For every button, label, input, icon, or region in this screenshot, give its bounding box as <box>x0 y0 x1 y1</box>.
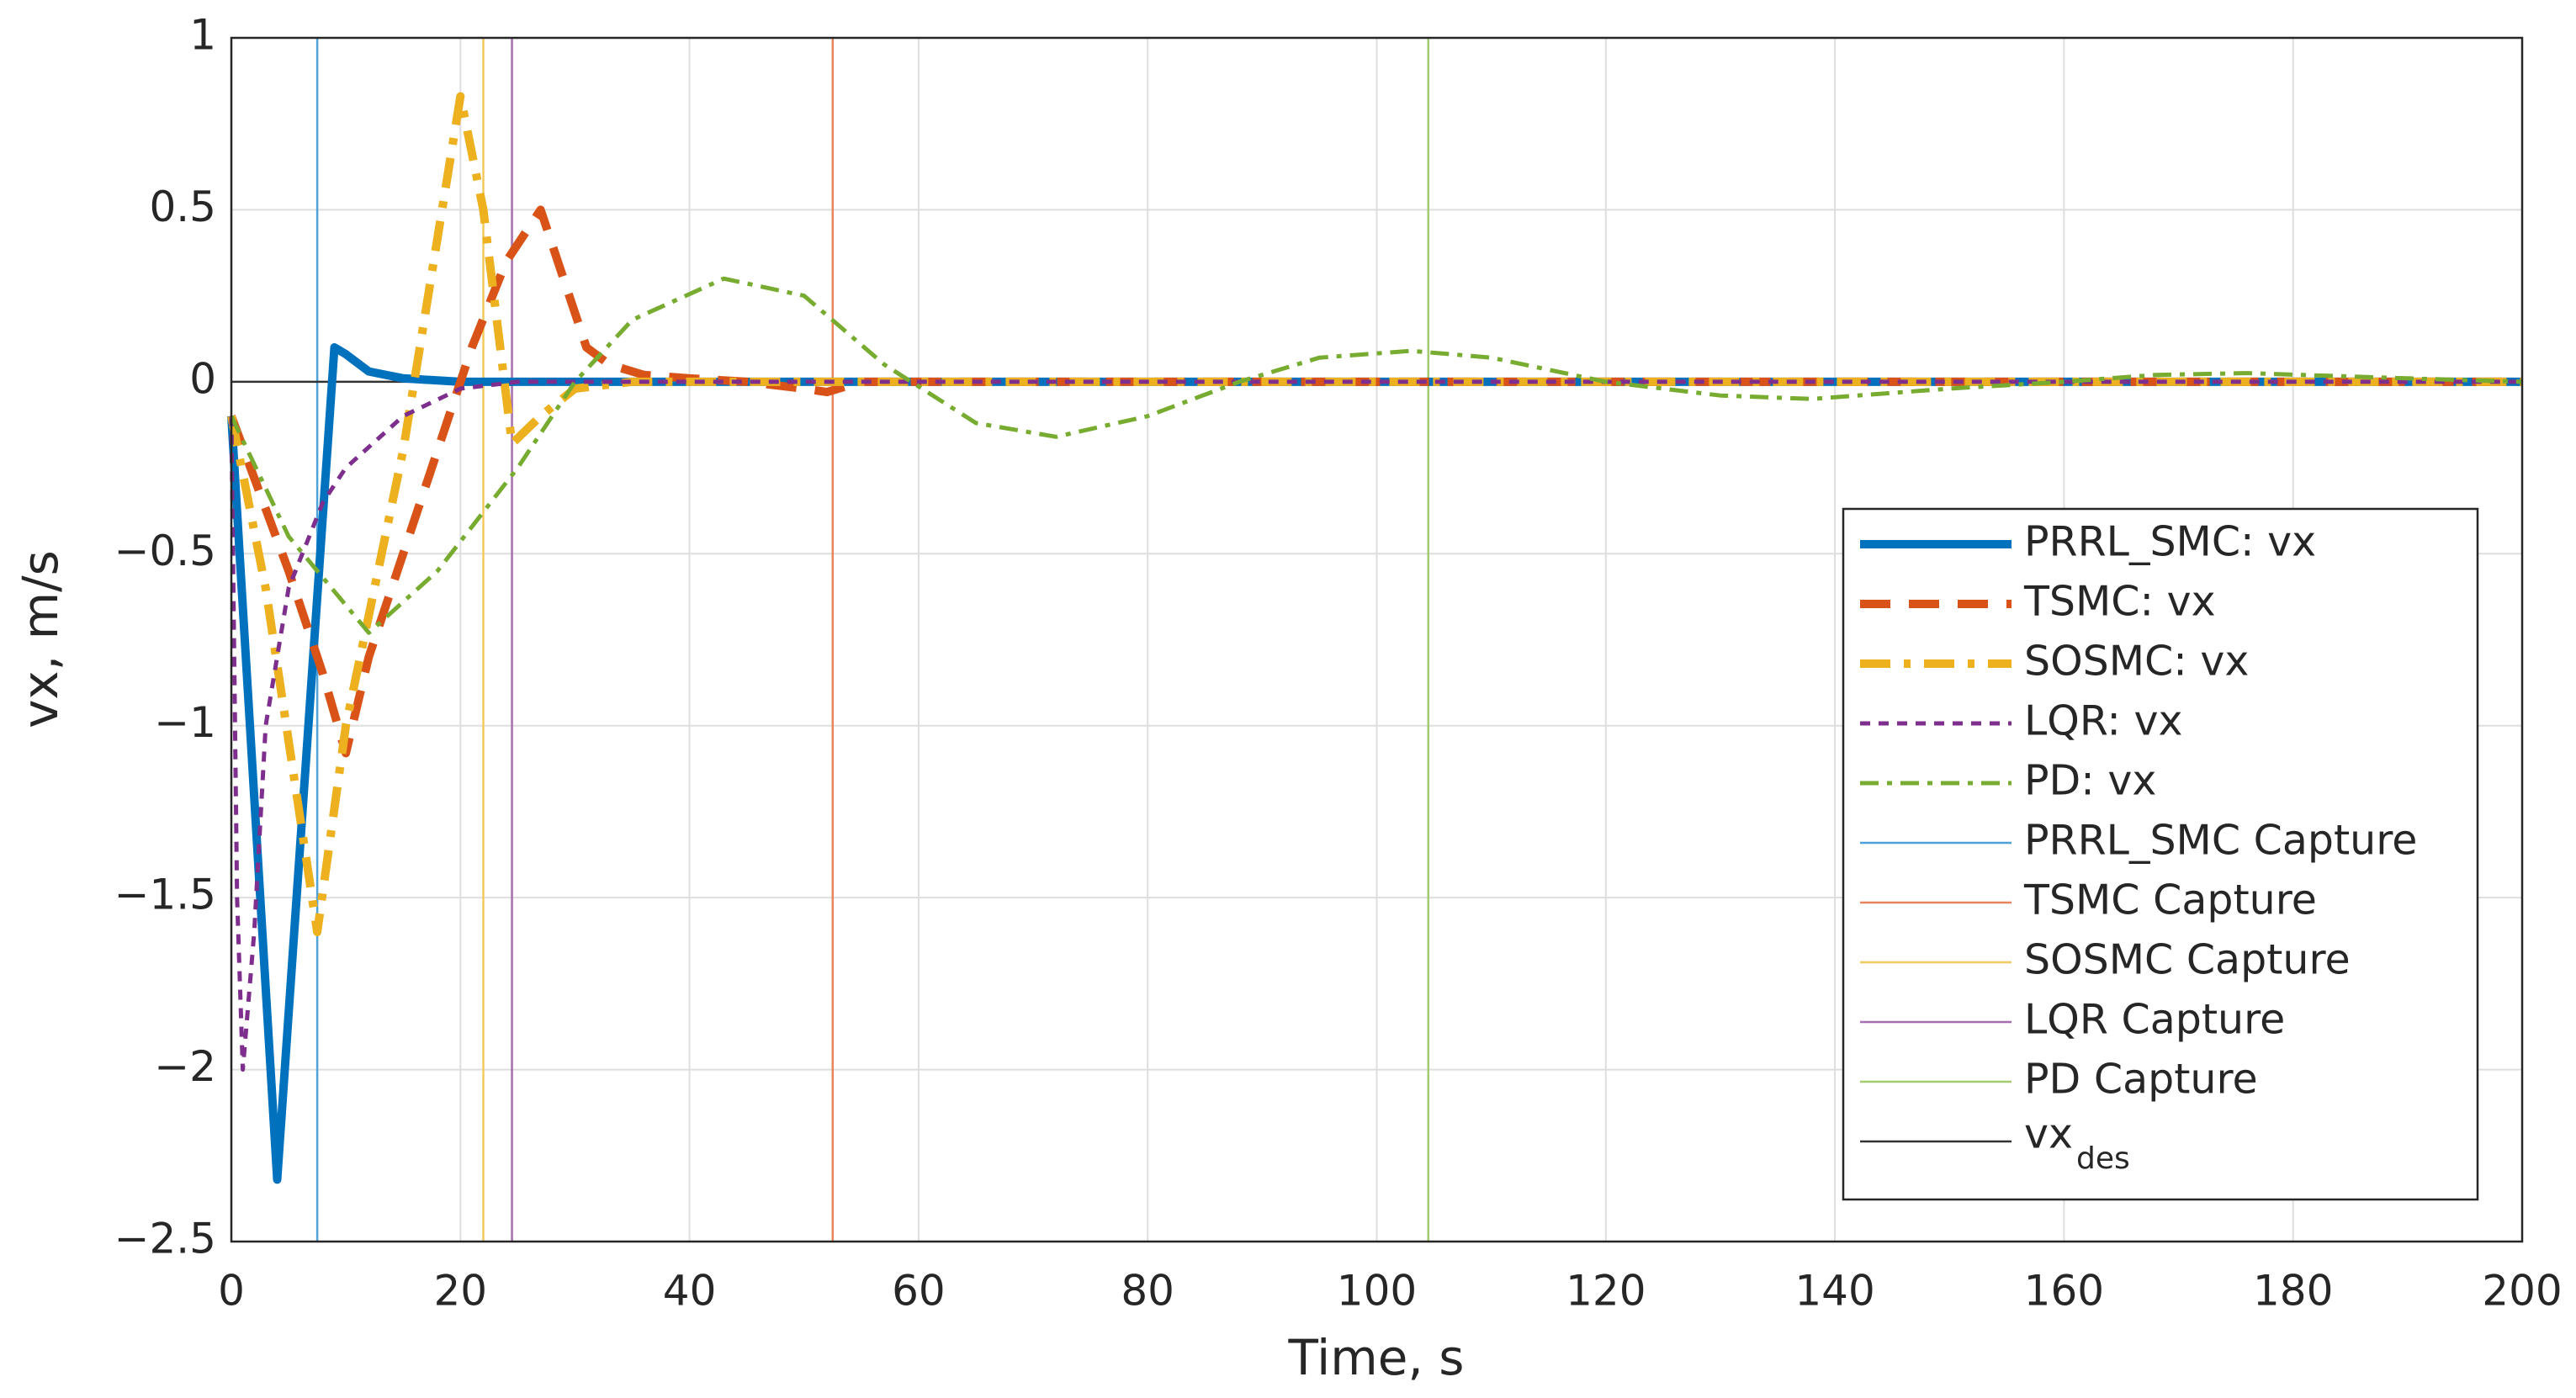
x-tick-label: 100 <box>1337 1267 1417 1316</box>
legend-label: TSMC Capture <box>2023 876 2317 924</box>
legend-label: TSMC: vx <box>2023 578 2216 626</box>
series-line <box>227 92 2522 936</box>
x-axis-label: Time, s <box>1287 1329 1464 1386</box>
legend-label: PRRL_SMC: vx <box>2024 518 2316 566</box>
y-tick-label: −2.5 <box>114 1215 216 1263</box>
y-tick-label: 1 <box>189 11 216 60</box>
legend-box <box>1842 507 2479 1201</box>
x-tick-label: 160 <box>2024 1267 2104 1316</box>
y-tick-label: −1 <box>154 698 216 747</box>
legend-label: PRRL_SMC Capture <box>2024 817 2417 865</box>
x-tick-label: 140 <box>1794 1267 1874 1316</box>
x-tick-label: 200 <box>2482 1267 2562 1316</box>
x-tick-label: 120 <box>1566 1267 1646 1316</box>
y-tick-label: −2 <box>154 1042 216 1091</box>
x-tick-label: 40 <box>663 1267 717 1316</box>
legend-label: PD: vx <box>2024 757 2156 805</box>
axes-box <box>230 36 2524 1243</box>
y-tick-label: 0 <box>189 354 216 403</box>
series-line <box>227 205 2522 758</box>
legend-label: vx <box>2024 1110 2073 1158</box>
y-tick-label: −1.5 <box>114 871 216 919</box>
legend-label-subscript: des <box>2076 1141 2130 1176</box>
x-tick-label: 80 <box>1121 1267 1174 1316</box>
x-tick-label: 180 <box>2253 1267 2333 1316</box>
x-tick-label: 20 <box>433 1267 487 1316</box>
legend-label: LQR: vx <box>2024 697 2183 745</box>
series-line <box>229 276 2523 635</box>
legend-label: PD Capture <box>2024 1056 2258 1104</box>
y-axis-label: vx, m/s <box>12 550 69 728</box>
legend-label: SOSMC: vx <box>2024 638 2249 686</box>
legend-label: SOSMC Capture <box>2024 936 2351 984</box>
y-tick-label: 0.5 <box>149 183 216 231</box>
x-tick-label: 0 <box>218 1267 245 1316</box>
series-line <box>227 343 2522 1184</box>
y-tick-label: −0.5 <box>114 527 216 575</box>
legend-label: LQR Capture <box>2024 996 2285 1044</box>
x-tick-label: 60 <box>892 1267 946 1316</box>
